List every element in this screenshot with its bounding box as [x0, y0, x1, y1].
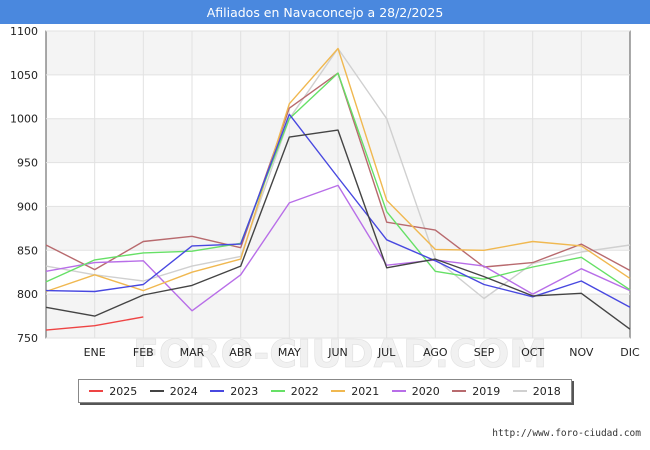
x-tick-label: FEB — [133, 346, 154, 359]
y-tick-label: 1050 — [10, 69, 38, 82]
series-line-2025 — [45, 316, 144, 331]
y-tick-label: 900 — [17, 200, 38, 213]
x-tick-label: SEP — [474, 346, 495, 359]
legend-label: 2020 — [411, 384, 440, 398]
x-tick-label: JUL — [377, 346, 396, 359]
legend-item-2025: 2025 — [89, 385, 137, 398]
x-tick-label: DIC — [620, 346, 640, 359]
y-tick-label: 1100 — [10, 25, 38, 38]
series-line-2020 — [45, 184, 631, 312]
legend-item-2019: 2019 — [452, 385, 500, 398]
watermark: FORO-CIUDAD.COM — [133, 332, 547, 376]
legend-swatch — [89, 390, 104, 392]
legend: 2025 2024 2023 2022 2021 2020 2019 2018 — [78, 379, 572, 403]
y-tick-label: 850 — [17, 244, 38, 257]
chart-title: Afiliados en Navaconcejo a 28/2/2025 — [0, 0, 650, 24]
x-tick-label: ABR — [229, 346, 252, 359]
legend-item-2020: 2020 — [391, 384, 440, 398]
source-url: http://www.foro-ciudad.com — [492, 428, 641, 439]
legend-label: 2021 — [351, 384, 380, 398]
legend-item-2021: 2021 — [331, 385, 379, 398]
x-tick-label: ENE — [84, 346, 106, 359]
series-line-2022 — [45, 72, 631, 291]
series-line-2021 — [45, 47, 631, 293]
x-tick-label: NOV — [569, 346, 594, 359]
x-tick-label: OCT — [521, 346, 544, 359]
x-tick-label: MAY — [278, 346, 301, 359]
legend-item-2024: 2024 — [149, 384, 198, 398]
legend-label: 2023 — [230, 384, 259, 398]
legend-swatch — [210, 390, 225, 392]
legend-swatch — [270, 390, 285, 392]
series-line-2023 — [45, 113, 631, 308]
legend-swatch — [331, 390, 346, 392]
legend-item-2023: 2023 — [210, 385, 258, 398]
legend-label: 2018 — [532, 384, 561, 398]
legend-label: 2019 — [472, 384, 501, 398]
legend-label: 2024 — [169, 384, 198, 398]
legend-item-2018: 2018 — [512, 384, 561, 398]
legend-swatch — [512, 390, 527, 392]
y-tick-label: 950 — [17, 157, 38, 170]
x-tick-label: AGO — [423, 346, 448, 359]
legend-swatch — [149, 390, 164, 392]
legend-item-2022: 2022 — [270, 384, 319, 398]
legend-swatch — [391, 390, 406, 392]
x-tick-label: MAR — [180, 346, 205, 359]
y-tick-label: 1000 — [10, 113, 38, 126]
legend-swatch — [452, 390, 467, 392]
y-tick-label: 750 — [17, 332, 38, 345]
y-tick-label: 800 — [17, 288, 38, 301]
legend-label: 2025 — [109, 384, 138, 398]
legend-label: 2022 — [290, 384, 319, 398]
x-tick-label: JUN — [327, 346, 348, 359]
series-line-2024 — [45, 129, 631, 330]
